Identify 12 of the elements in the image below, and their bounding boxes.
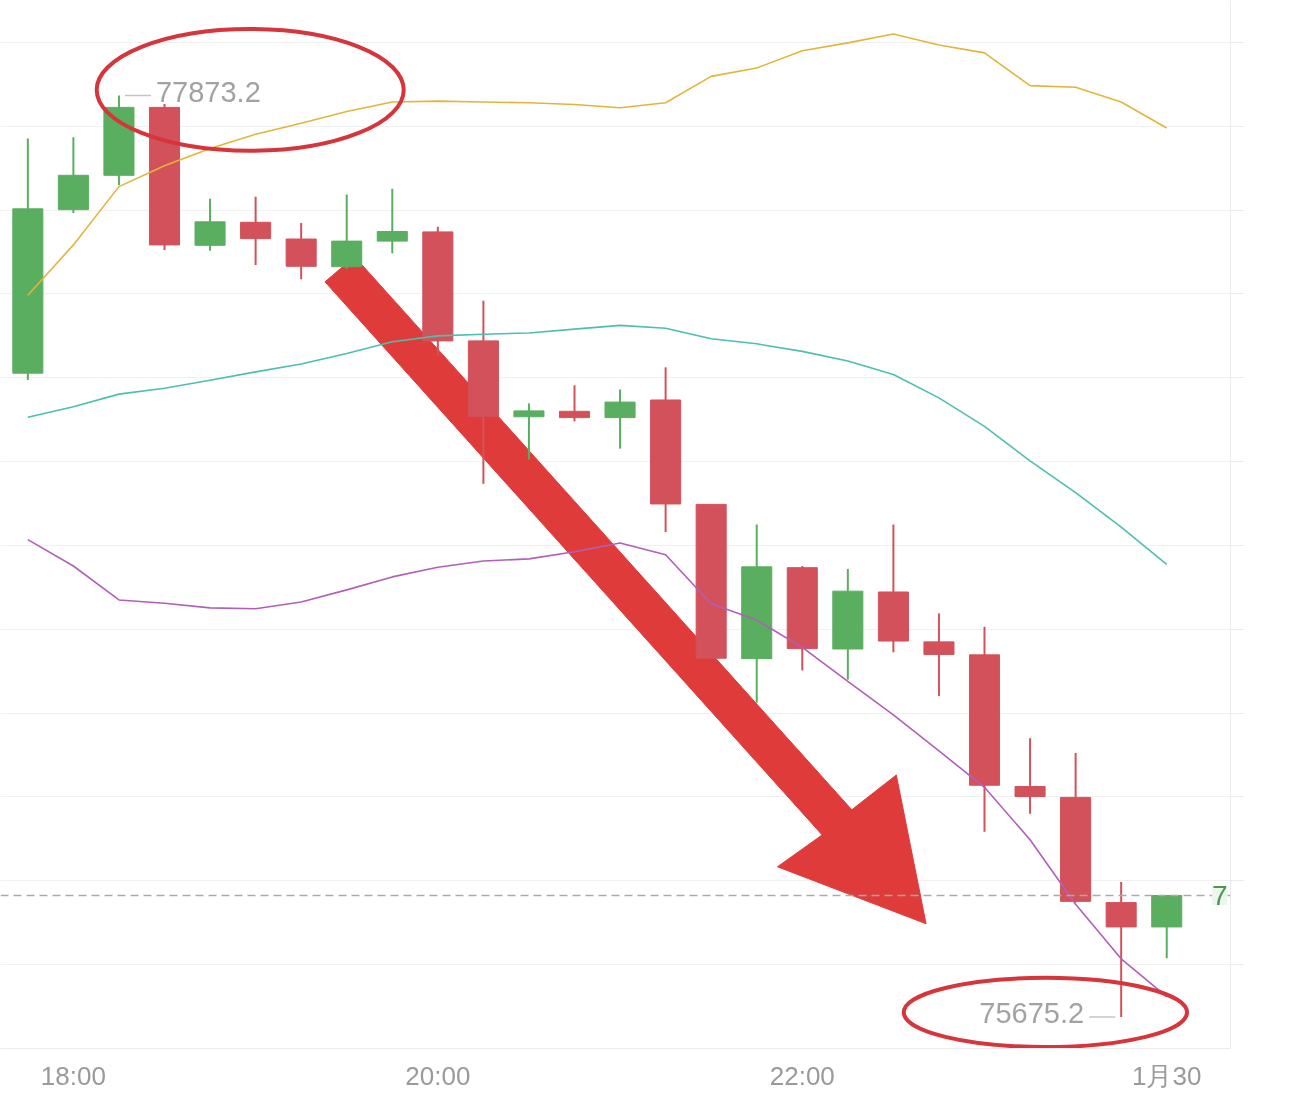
candlestick	[513, 402, 545, 461]
x-tick-label: 22:00	[769, 1060, 835, 1091]
candlestick	[923, 612, 955, 697]
candlestick	[376, 187, 408, 255]
x-tick-label: 20:00	[405, 1060, 471, 1091]
candlestick	[1014, 737, 1046, 815]
x-tick-label: 1月30	[1132, 1060, 1202, 1091]
annotation: 77873.2	[155, 75, 261, 108]
annotation: 75675.2	[979, 996, 1085, 1029]
candlestick	[558, 384, 591, 423]
annotation: 7	[1211, 879, 1228, 911]
x-tick-label: 18:00	[40, 1060, 106, 1091]
